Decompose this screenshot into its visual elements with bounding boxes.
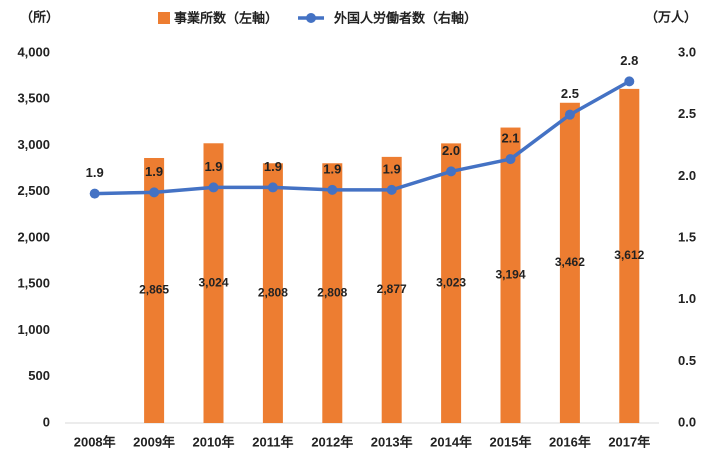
line-value-label: 1.9 — [86, 165, 104, 180]
legend-label: 外国人労働者数（右軸） — [333, 10, 477, 25]
bar-value-label: 3,024 — [198, 275, 228, 289]
bar-value-label: 2,808 — [317, 285, 347, 299]
line-value-label: 1.9 — [264, 159, 282, 174]
bar-value-label: 2,808 — [258, 285, 288, 299]
bar — [559, 102, 580, 423]
y2-tick-label: 2.0 — [678, 168, 696, 183]
x-tick-label: 2015年 — [490, 434, 532, 449]
bar-value-label: 2,865 — [139, 283, 169, 297]
line-marker — [208, 182, 219, 193]
line-marker — [267, 182, 278, 193]
y-tick-label: 500 — [28, 368, 50, 383]
y-tick-label: 2,500 — [17, 183, 50, 198]
bar-value-label: 2,877 — [377, 282, 407, 296]
bar — [144, 157, 165, 424]
y-tick-label: 4,000 — [17, 44, 50, 59]
y2-tick-label: 0.5 — [678, 353, 696, 368]
line-marker — [327, 184, 338, 195]
line-value-label: 2.8 — [620, 53, 638, 68]
line-marker — [505, 154, 516, 165]
y-tick-label: 1,000 — [17, 322, 50, 337]
line-marker — [89, 188, 100, 199]
legend-swatch — [306, 13, 317, 23]
x-tick-label: 2013年 — [371, 434, 413, 449]
y-tick-label: 0 — [43, 414, 50, 429]
bar — [619, 88, 640, 423]
bar — [441, 143, 462, 423]
line-value-label: 2.1 — [501, 131, 519, 146]
legend-swatch — [158, 12, 170, 24]
y2-tick-label: 2.5 — [678, 106, 696, 121]
bar-value-label: 3,462 — [555, 255, 585, 269]
bar — [500, 127, 521, 424]
line-marker — [149, 187, 160, 198]
y2-tick-label: 1.0 — [678, 291, 696, 306]
x-tick-label: 2009年 — [133, 434, 175, 449]
line-value-label: 1.9 — [323, 161, 341, 176]
bar — [381, 156, 402, 423]
y-tick-label: 1,500 — [17, 276, 50, 291]
line-value-label: 2.5 — [561, 86, 579, 101]
line-value-label: 1.9 — [145, 164, 163, 179]
line-marker — [446, 166, 457, 177]
line-value-label: 1.9 — [383, 161, 401, 176]
line — [94, 79, 631, 196]
x-tick-label: 2011年 — [252, 434, 293, 449]
x-tick-label: 2012年 — [311, 434, 353, 449]
legend-label: 事業所数（左軸） — [174, 10, 278, 25]
bar-value-label: 3,612 — [614, 248, 644, 262]
y-axis-label: （所） — [20, 9, 59, 24]
bar-value-label: 3,194 — [495, 267, 525, 281]
line-marker — [564, 109, 575, 120]
line-value-label: 1.9 — [204, 159, 222, 174]
y-tick-label: 3,500 — [17, 91, 50, 106]
bar — [203, 143, 224, 423]
bar — [322, 163, 343, 423]
y2-tick-label: 0.0 — [678, 414, 696, 429]
line-marker — [386, 184, 397, 195]
bar — [262, 163, 283, 423]
x-tick-label: 2008年 — [74, 434, 116, 449]
y2-tick-label: 1.5 — [678, 229, 696, 244]
x-tick-label: 2016年 — [549, 434, 591, 449]
x-tick-label: 2010年 — [193, 434, 235, 449]
bar-value-label: 3,023 — [436, 275, 466, 289]
y2-axis-label: （万人） — [645, 9, 697, 24]
line-marker — [624, 76, 635, 87]
y2-tick-label: 3.0 — [678, 44, 696, 59]
y-tick-label: 2,000 — [17, 229, 50, 244]
line-value-label: 2.0 — [442, 143, 460, 158]
x-tick-label: 2017年 — [608, 434, 650, 449]
y-tick-label: 3,000 — [17, 137, 50, 152]
x-tick-label: 2014年 — [430, 434, 472, 449]
